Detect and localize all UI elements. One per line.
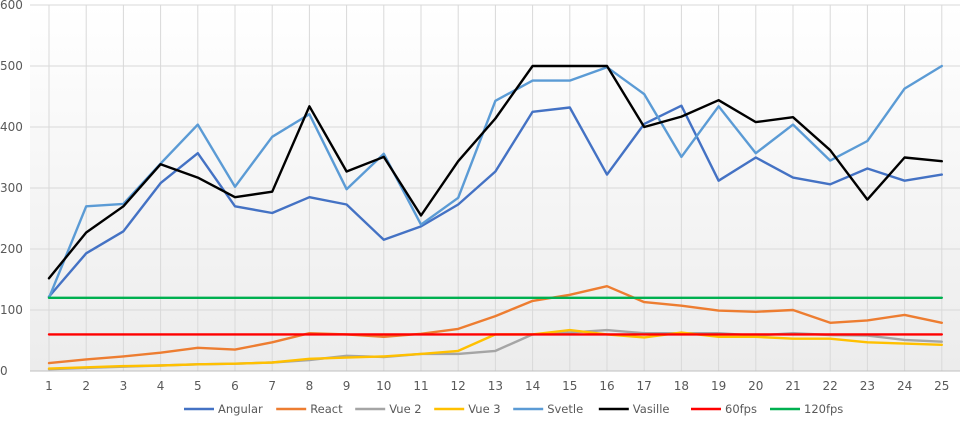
x-tick-label: 19 [711,379,726,393]
x-tick-label: 16 [599,379,614,393]
series-line-vasille [47,64,943,280]
legend-label: Svetle [547,402,583,416]
x-tick-label: 10 [376,379,391,393]
legend-item-angular: Angular [184,402,263,416]
x-tick-label: 4 [157,379,165,393]
legend-label: 120fps [804,402,843,416]
x-tick-label: 13 [488,379,503,393]
y-tick-label: 100 [0,303,23,317]
x-tick-label: 22 [823,379,838,393]
series-lines [47,64,943,371]
x-tick-label: 9 [343,379,351,393]
y-axis-ticks: 0 100 200 300 400 500 600 [0,0,23,378]
legend-item-react: React [276,402,343,416]
x-axis-ticks: 1 2 3 4 5 6 7 8 9 10 11 12 13 14 15 16 17 18 19 20 21 22 23 24 2… [45,379,949,393]
legend-item-svetle: Svetle [513,402,583,416]
x-tick-label: 14 [525,379,540,393]
x-tick-label: 7 [268,379,276,393]
x-tick-label: 6 [231,379,239,393]
x-tick-label: 2 [82,379,90,393]
x-tick-label: 20 [748,379,763,393]
x-tick-label: 11 [413,379,428,393]
x-tick-label: 18 [674,379,689,393]
legend-item-60fps: 60fps [691,402,757,416]
legend-item-vue-3: Vue 3 [434,402,501,416]
x-tick-label: 23 [860,379,875,393]
legend-item-vue-2: Vue 2 [355,402,422,416]
legend-label: React [310,402,343,416]
legend-label: Vue 3 [468,402,500,416]
y-tick-label: 600 [0,0,23,12]
legend: Angular React Vue 2 Vue 3 Svetle Vasille 60fps… [184,402,843,416]
x-tick-label: 24 [897,379,912,393]
legend-label: 60fps [725,402,757,416]
y-tick-label: 0 [0,364,8,378]
legend-label: Angular [218,402,263,416]
legend-item-vasille: Vasille [598,402,670,416]
y-tick-label: 300 [0,181,23,195]
legend-label: Vue 2 [389,402,421,416]
series-line-angular [47,104,943,298]
x-tick-label: 12 [451,379,466,393]
series-line-react [47,285,943,365]
x-tick-label: 21 [785,379,800,393]
y-tick-label: 200 [0,242,23,256]
x-tick-label: 1 [45,379,53,393]
x-tick-label: 5 [194,379,202,393]
x-tick-label: 8 [306,379,314,393]
legend-item-120fps: 120fps [770,402,843,416]
legend-label: Vasille [633,402,670,416]
x-tick-label: 3 [120,379,128,393]
x-tick-label: 25 [934,379,949,393]
y-tick-label: 400 [0,120,23,134]
x-tick-label: 17 [637,379,652,393]
series-line-svetle [47,64,943,299]
x-tick-label: 15 [562,379,577,393]
y-tick-label: 500 [0,59,23,73]
